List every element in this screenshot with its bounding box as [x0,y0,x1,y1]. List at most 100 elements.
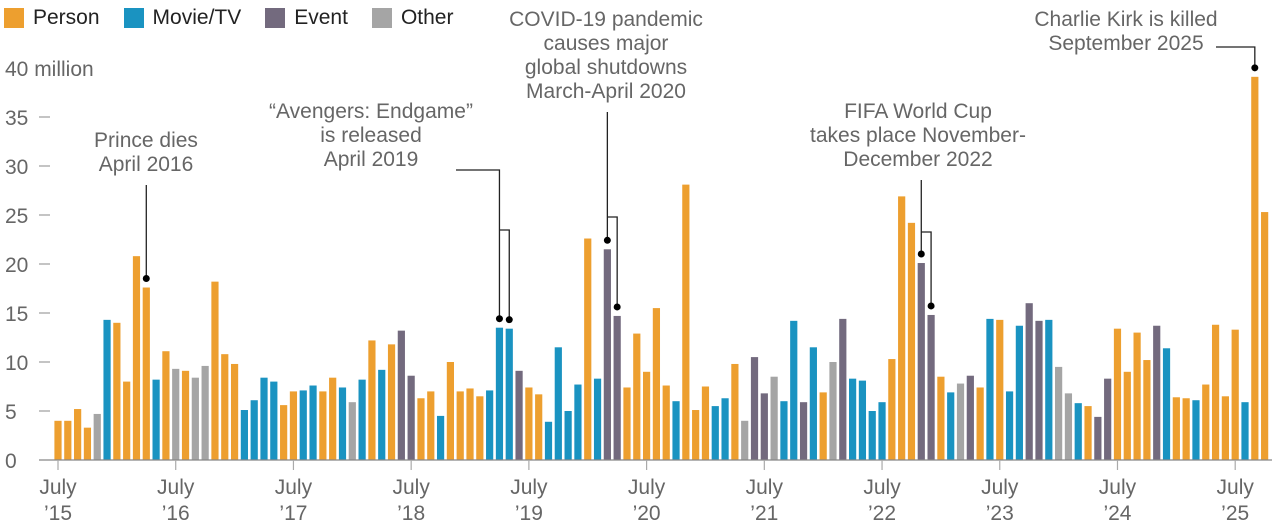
annotation-text: COVID-19 pandemic [509,8,703,31]
legend-item-movie: Movie/TV [123,6,242,30]
bar-person [1231,329,1239,460]
x-tick-label-year: ’18 [397,502,425,525]
bar-person [181,370,190,460]
bar-person [466,388,474,460]
bar-person [701,386,710,460]
bar-movie [1074,403,1082,460]
legend-label-movie: Movie/TV [152,6,242,29]
bar-other [956,383,965,460]
bar-person [446,362,454,460]
legend-label-person: Person [33,6,100,29]
bar-movie [721,398,729,460]
bar-person [74,409,82,460]
bar-movie [505,328,513,460]
annotation-dot [927,302,935,310]
annotation-text: is released [320,124,422,147]
bar-person [1211,324,1220,460]
bar-person [898,196,906,460]
bar-person [633,333,641,460]
bar-person [643,371,651,460]
bar-person [230,363,239,460]
annotation-text: global shutdowns [525,56,687,79]
annotation-text: April 2019 [324,148,419,171]
bar-person [1172,397,1180,460]
bar-movie [260,377,268,460]
bar-person [662,385,670,460]
legend-item-other: Other [371,6,453,30]
x-tick-label-year: ’15 [44,502,72,525]
legend-label-event: Event [294,6,348,29]
bar-person [113,322,121,460]
bar-person [1113,328,1122,460]
bar-event [1035,320,1043,460]
bar-movie [378,369,386,460]
bar-event [1153,325,1161,460]
bar-event [515,370,523,460]
bar-movie [1045,319,1053,460]
annotation-text: Charlie Kirk is killed [1034,8,1217,31]
bar-person [1133,332,1141,460]
bar-movie [1015,325,1023,460]
x-tick-label-year: ’21 [750,502,778,525]
bar-person [623,387,631,460]
bar-person [319,391,327,460]
bar-person [652,308,661,460]
bar-movie [240,410,248,460]
bar-movie [947,392,955,460]
x-tick-label-month: July [275,476,313,499]
bar-other [93,413,101,460]
bar-person [456,391,464,460]
annotation-dot [495,315,503,323]
y-axis-unit-label: 40 million [5,58,94,81]
bar-person [1123,371,1131,460]
x-tick-label-month: July [863,476,901,499]
bar-person [476,396,484,460]
bar-movie [250,400,258,460]
annotation-text: December 2022 [843,148,992,171]
bar-movie [299,390,307,460]
annotation-leader [921,231,932,306]
y-tick-label: 30 [5,156,28,179]
bar-movie [711,406,719,460]
legend-swatch-event [265,8,286,28]
legend-swatch-person [4,8,24,28]
bar-person [996,319,1004,460]
annotation-leader [1216,46,1256,68]
bar-person [1084,406,1092,460]
bar-person [427,391,435,460]
bar-other [201,365,209,460]
bar-movie [544,421,553,460]
annotation-dot [1251,64,1259,72]
x-tick-label-year: ’23 [986,502,1014,525]
bar-movie [338,387,347,460]
annotation-dot [603,236,611,244]
bar-event [603,249,611,460]
bar-person [1182,398,1190,460]
bar-other [172,368,180,460]
bar-movie [868,411,876,460]
bar-person [417,398,425,460]
bar-person [368,340,376,460]
bar-event [927,314,935,460]
bar-person [682,184,690,460]
x-tick-label-month: July [157,476,195,499]
bar-movie [554,347,562,460]
x-tick-label-month: July [628,476,666,499]
bar-person [584,238,592,460]
x-tick-label-year: ’16 [162,502,190,525]
bar-movie [1241,402,1249,460]
bar-movie [152,379,160,460]
bar-movie [849,378,857,460]
bar-person [211,281,219,460]
bar-person [387,344,396,460]
bar-person [280,405,288,460]
x-tick-label-year: ’19 [515,502,543,525]
x-tick-label-year: ’20 [633,502,661,525]
annotation-dot [142,275,150,283]
bar-event [799,402,808,460]
